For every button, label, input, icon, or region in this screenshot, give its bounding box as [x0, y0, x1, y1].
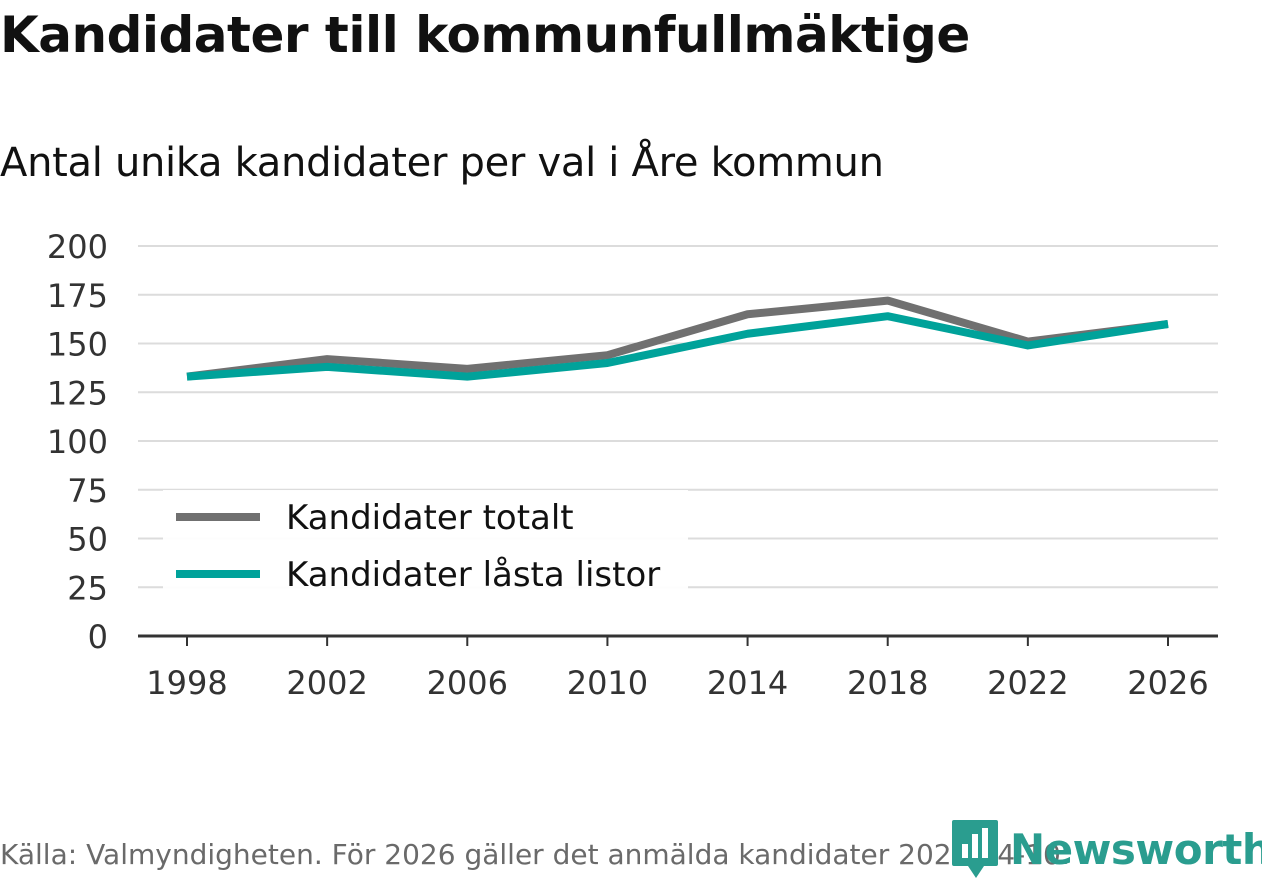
y-tick-label: 150: [47, 326, 108, 364]
x-tick-label: 1998: [146, 664, 227, 702]
y-tick-label: 50: [67, 521, 108, 559]
x-tick-label: 2014: [707, 664, 788, 702]
y-tick-label: 200: [47, 228, 108, 266]
newsworthy-logo: Newsworthy: [950, 818, 1262, 880]
source-note: Källa: Valmyndigheten. För 2026 gäller d…: [0, 838, 1070, 871]
y-tick-label: 25: [67, 569, 108, 607]
chart-subtitle: Antal unika kandidater per val i Åre kom…: [0, 140, 884, 186]
x-tick-label: 2010: [567, 664, 648, 702]
y-tick-label: 175: [47, 277, 108, 315]
brand-name: Newsworthy: [1010, 824, 1262, 874]
x-tick-label: 2026: [1127, 664, 1208, 702]
y-tick-label: 75: [67, 472, 108, 510]
series-line-locked: [186, 312, 1169, 381]
y-tick-label: 125: [47, 374, 108, 412]
x-tick-label: 2022: [987, 664, 1068, 702]
chart-title: Kandidater till kommunfullmäktige: [0, 6, 970, 64]
x-tick-label: 2006: [427, 664, 508, 702]
y-tick-label: 100: [47, 423, 108, 461]
x-tick-label: 2002: [286, 664, 367, 702]
legend-label-total: Kandidater totalt: [286, 498, 574, 538]
series-line-total: [186, 296, 1169, 381]
y-tick-label: 0: [88, 618, 108, 656]
newsworthy-logo-icon: [952, 820, 998, 878]
x-tick-label: 2018: [847, 664, 928, 702]
legend-label-locked: Kandidater låsta listor: [286, 555, 660, 595]
legend-box: [163, 490, 688, 596]
